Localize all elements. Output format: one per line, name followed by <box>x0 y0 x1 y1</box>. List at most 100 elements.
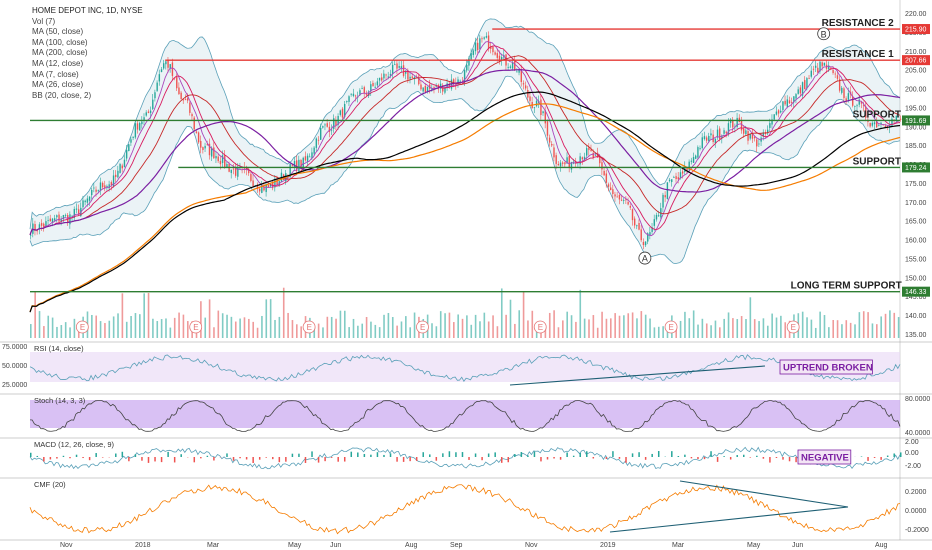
candle <box>143 117 145 120</box>
candle <box>623 199 625 201</box>
candle <box>315 138 318 148</box>
candle <box>252 180 254 187</box>
candle <box>326 123 328 127</box>
candle <box>636 225 638 227</box>
candle <box>756 139 758 147</box>
candle <box>77 209 80 215</box>
macd-hist <box>651 453 653 457</box>
volume-bar <box>361 323 364 338</box>
volume-bar <box>871 323 874 338</box>
point-label-B: B <box>821 29 827 39</box>
candle <box>679 172 682 179</box>
volume-bar <box>265 299 268 338</box>
candle <box>298 159 300 172</box>
candle <box>407 70 409 80</box>
volume-bar <box>448 312 451 338</box>
candle <box>664 195 666 198</box>
candle <box>841 87 843 93</box>
candle <box>790 101 793 103</box>
candle <box>566 157 568 164</box>
price-tick-0: 135.00 <box>905 332 927 339</box>
indicator-label-0: RSI (14, close) <box>34 344 84 353</box>
earnings-label-4: E <box>538 323 543 332</box>
volume-bar <box>832 320 835 338</box>
macd-hist <box>474 453 477 457</box>
volume-bar <box>339 310 342 338</box>
candle <box>219 160 222 165</box>
rsi-trendline <box>509 365 766 386</box>
candle <box>788 100 791 104</box>
volume-bar <box>500 288 503 338</box>
macd-hist <box>298 453 300 457</box>
candle <box>36 230 38 232</box>
candle <box>583 156 586 160</box>
candle <box>771 119 773 125</box>
macd-hist <box>782 457 784 460</box>
macd-hist <box>671 451 673 457</box>
candle <box>555 155 557 164</box>
macd-hist <box>631 453 634 457</box>
volume-bar <box>143 293 145 338</box>
candle <box>455 83 457 85</box>
candle <box>797 89 799 94</box>
volume-bar <box>256 327 259 338</box>
volume-bar <box>269 299 272 338</box>
volume-bar <box>322 327 324 338</box>
macd-hist <box>716 457 719 462</box>
price-tick-12: 195.00 <box>905 105 927 112</box>
candle <box>156 82 158 91</box>
level-tag-4: 146.33 <box>905 289 927 296</box>
candle <box>60 219 62 222</box>
candle <box>607 184 610 187</box>
macd-hist <box>69 457 71 459</box>
candle <box>258 188 261 192</box>
volume-bar <box>95 315 98 338</box>
earnings-label-5: E <box>669 323 674 332</box>
volume-bar <box>378 327 381 338</box>
macd-hist <box>370 454 372 457</box>
candle <box>431 88 433 90</box>
price-tick-5: 160.00 <box>905 238 927 245</box>
macd-hist <box>749 457 752 458</box>
volume-bar <box>73 318 76 338</box>
candle <box>806 78 808 89</box>
candle <box>169 64 171 69</box>
volume-bar <box>348 327 350 338</box>
candle <box>605 173 608 183</box>
candle <box>507 66 509 68</box>
volume-bar <box>461 318 464 338</box>
macd-hist <box>147 457 150 463</box>
volume-bar <box>727 312 730 338</box>
volume-bar <box>125 321 128 338</box>
macd-hist <box>350 451 353 457</box>
candle <box>616 196 618 198</box>
volume-bar <box>444 313 446 338</box>
candle <box>267 185 270 187</box>
volume-bar <box>200 301 202 338</box>
annotation-text-2: NEGATIVE <box>801 453 849 464</box>
volume-bar <box>117 313 119 338</box>
macd-hist <box>723 456 725 457</box>
candle <box>178 87 180 95</box>
candle <box>688 161 690 170</box>
candle <box>801 82 804 96</box>
volume-bar <box>719 327 721 338</box>
candle <box>149 110 152 113</box>
price-tick-17: 220.00 <box>905 11 927 18</box>
candle <box>180 92 182 100</box>
macd-hist <box>612 451 614 457</box>
candle <box>496 53 499 58</box>
macd-hist <box>357 452 359 457</box>
candle <box>221 155 224 164</box>
candle <box>618 194 621 200</box>
volume-bar <box>483 312 486 338</box>
candle <box>564 162 566 165</box>
candle <box>740 120 743 131</box>
candle <box>154 92 156 99</box>
candle <box>516 71 518 73</box>
candle <box>389 73 392 76</box>
macd-hist <box>867 457 869 461</box>
price-tick-4: 155.00 <box>905 256 927 263</box>
volume-bar <box>596 327 599 338</box>
